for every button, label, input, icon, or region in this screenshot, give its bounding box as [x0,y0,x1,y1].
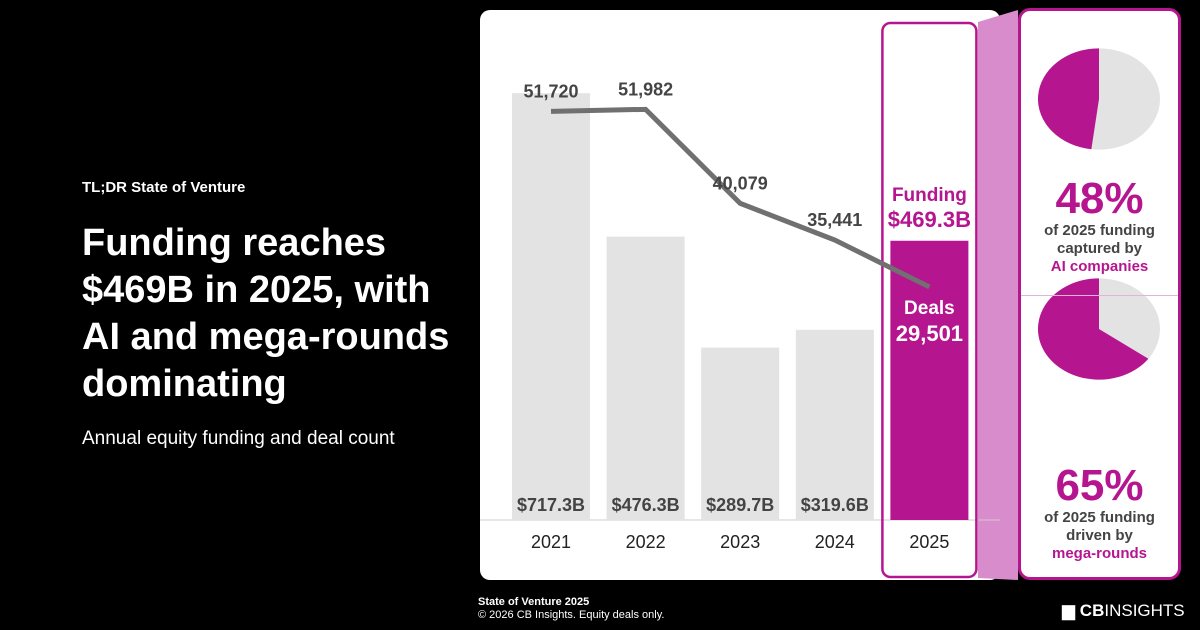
stat-mega-line3: mega-rounds [1051,545,1147,562]
footer-copyright: © 2026 CB Insights. Equity deals only. [478,609,665,621]
stat-mega: 65% of 2025 funding driven by mega-round… [1021,463,1178,563]
logo-bold: CB [1079,601,1105,620]
stat-ai: 48% of 2025 funding captured by AI compa… [1021,176,1178,276]
deals-label-2024: 35,441 [807,210,862,230]
deals-label-2023: 40,079 [713,173,768,193]
bar-2022 [606,236,685,520]
stat-ai-line3: AI companies [1050,258,1149,275]
stat-ai-line1: of 2025 funding [1044,222,1155,239]
funding-label-2025: $469.3B [888,207,971,232]
stat-mega-line1: of 2025 funding [1044,509,1155,526]
x-tick-2025: 2025 [909,532,949,552]
x-tick-2024: 2024 [815,532,855,552]
stat-ai-pct: 48% [1055,174,1144,223]
bar-2021 [512,93,590,521]
footer-title: State of Venture 2025 [478,596,590,608]
footer: State of Venture 2025 © 2026 CB Insights… [478,596,664,622]
stat-mega-pct: 65% [1055,461,1144,510]
funding-label-2021: $717.3B [517,495,585,515]
deals-label-2021: 51,720 [523,81,578,101]
page-title: Funding reaches $469B in 2025, with AI a… [82,222,450,405]
bar-2023 [701,347,780,520]
stats-panel: 48% of 2025 funding captured by AI compa… [1018,8,1181,580]
funding-label-2024: $319.6B [801,495,869,515]
deals-line [550,106,931,290]
pie-mega-slice [1038,278,1149,380]
highlight-connector [978,10,1018,580]
stat-mega-line2: driven by [1066,527,1133,544]
x-tick-2023: 2023 [720,532,760,552]
highlight-frame [881,21,978,579]
pie-ai-slice [1037,48,1099,150]
deals-label-2022: 51,982 [618,79,673,99]
funding-title-2025: Funding [892,185,967,206]
deals-title-2025: Deals [904,298,955,319]
kicker: TL;DR State of Venture [82,179,246,196]
subtitle: Annual equity funding and deal count [82,428,395,449]
pies [1037,48,1160,380]
x-tick-2022: 2022 [626,532,666,552]
funding-label-2022: $476.3B [612,495,680,515]
bar-2025 [890,240,969,521]
stat-ai-line2: captured by [1056,240,1143,257]
logo-rest: INSIGHTS [1104,601,1185,620]
deals-label-2025: 29,501 [896,321,963,346]
divider [1021,295,1178,296]
bar-2024 [795,329,874,520]
x-tick-2021: 2021 [531,532,571,552]
funding-label-2023: $289.7B [706,495,774,515]
cb-insights-logo: ▆ CBINSIGHTS [1062,601,1185,620]
